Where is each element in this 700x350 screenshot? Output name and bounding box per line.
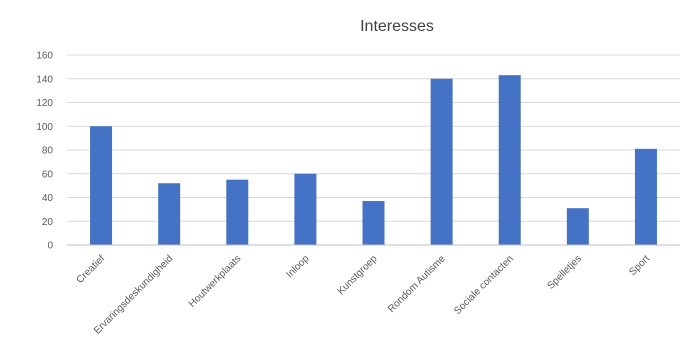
bar xyxy=(362,201,385,245)
chart-title: Interesses xyxy=(360,18,434,35)
bar xyxy=(566,208,589,245)
y-tick-label: 160 xyxy=(36,51,53,62)
bar xyxy=(430,78,453,245)
y-tick-label: 20 xyxy=(42,217,54,228)
x-tick-label: Creatief xyxy=(75,253,108,286)
y-tick-label: 140 xyxy=(36,74,53,85)
y-axis-ticks: 0 20 40 60 80 100 120 140 160 xyxy=(36,51,53,252)
x-tick-label: Spelletjes xyxy=(546,253,584,291)
x-tick-label: Houtwerkplaats xyxy=(187,253,244,310)
bar xyxy=(226,179,249,245)
bar xyxy=(90,126,113,245)
y-tick-label: 120 xyxy=(36,98,53,109)
bar xyxy=(158,183,181,245)
x-tick-label: Kunstgroep xyxy=(336,253,380,297)
y-tick-label: 100 xyxy=(36,122,53,133)
bar xyxy=(634,148,657,245)
y-tick-label: 40 xyxy=(42,193,54,204)
x-tick-label: Inloop xyxy=(284,253,311,280)
x-tick-label: Rondom Autisme xyxy=(386,253,448,315)
bar xyxy=(498,75,521,245)
y-tick-label: 80 xyxy=(42,146,54,157)
x-tick-label: Sociale contacten xyxy=(452,253,516,317)
x-tick-label: Ervaringsdeskundigheid xyxy=(92,253,175,336)
bars xyxy=(90,75,657,245)
x-tick-label: Sport xyxy=(627,253,652,278)
y-tick-label: 0 xyxy=(47,241,53,252)
y-tick-label: 60 xyxy=(42,169,54,180)
bar xyxy=(294,173,317,245)
